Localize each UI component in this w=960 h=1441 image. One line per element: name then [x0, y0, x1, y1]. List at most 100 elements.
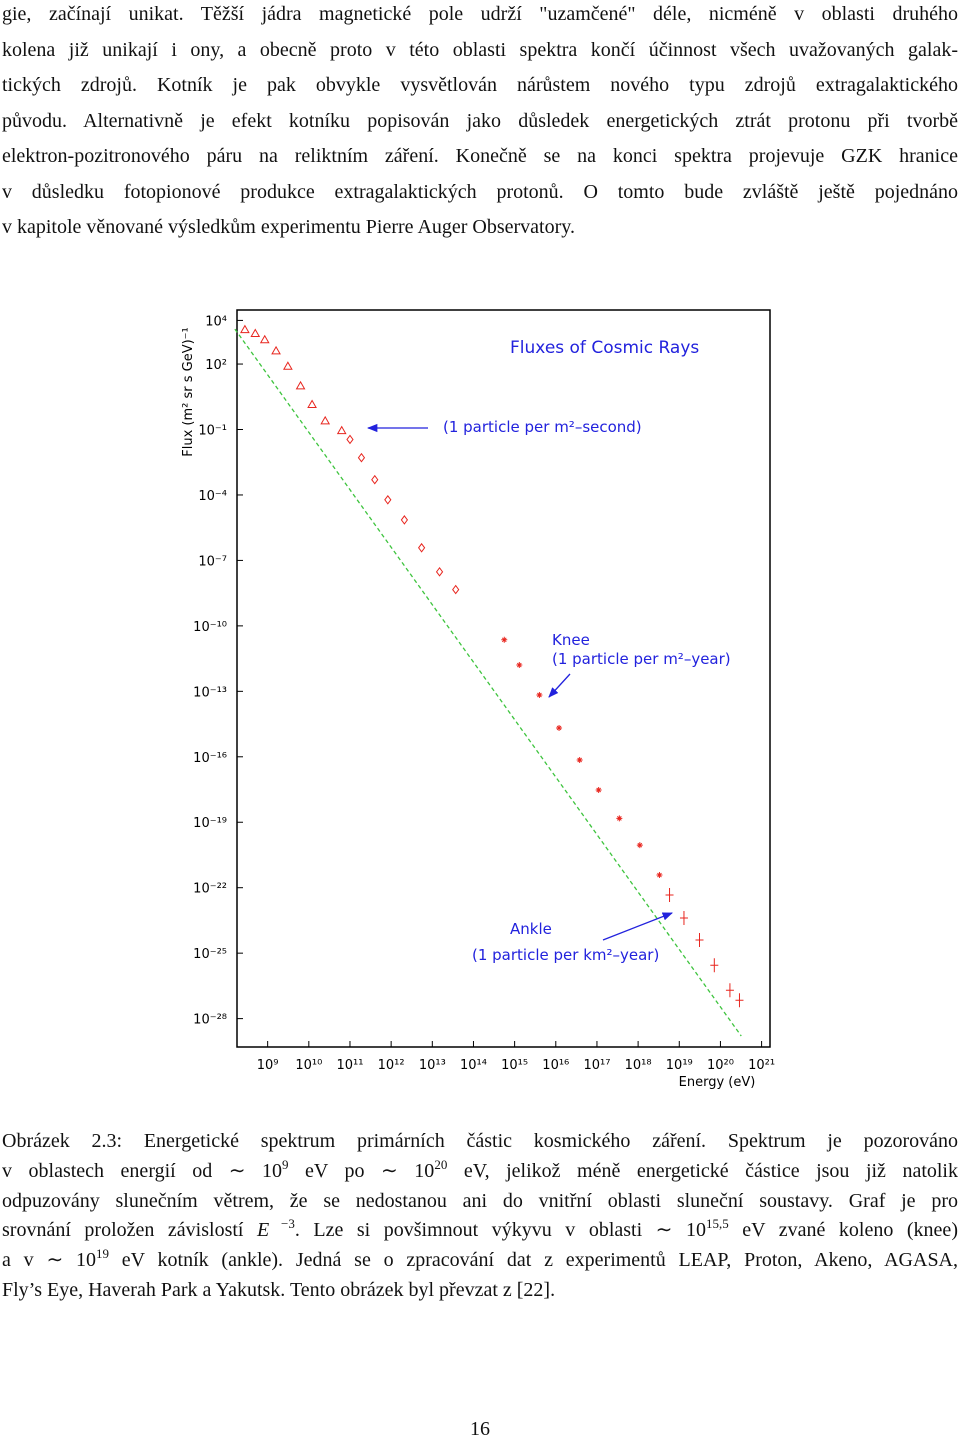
- data-point: [320, 415, 331, 425]
- data-point: [695, 933, 704, 948]
- caption-text: eV zvané koleno (knee): [728, 1219, 958, 1242]
- data-point: [384, 494, 392, 505]
- caption-line: Obrázek 2.3: Energetické spektrum primár…: [2, 1129, 958, 1153]
- data-point: [665, 888, 674, 903]
- data-point: [295, 380, 306, 390]
- data-point: [725, 983, 734, 998]
- data-point: [501, 636, 508, 643]
- data-point: [283, 361, 293, 370]
- y-tick-label: 10⁻¹⁰: [193, 620, 227, 635]
- data-point: [679, 910, 688, 925]
- data-point: [576, 757, 583, 764]
- data-point: [656, 872, 663, 879]
- y-tick-label: 10⁻²⁵: [193, 947, 227, 962]
- x-tick-label: 10¹⁴: [460, 1058, 487, 1073]
- text-line: v kapitole věnované výsledkům experiment…: [2, 216, 575, 238]
- arrow: [602, 912, 673, 941]
- text-line: gie, začínají unikat. Těžší jádra magnet…: [2, 3, 958, 25]
- caption-line: a v ∼ 1019 eV kotník (ankle). Jedná se o…: [2, 1248, 958, 1272]
- annotation: (1 particle per m²–second): [443, 418, 642, 436]
- caption-text: odpuzovány slunečním větrem, že se nedos…: [2, 1189, 958, 1212]
- caption-text: eV po ∼ 10: [288, 1159, 435, 1182]
- data-point: [452, 584, 460, 595]
- y-tick-label: 10⁴: [205, 314, 227, 329]
- data-point: [271, 345, 281, 355]
- caption-text: eV, jelikož méně energetické částice jso…: [447, 1159, 958, 1182]
- marks: [234, 324, 744, 1037]
- data-point: [346, 434, 354, 445]
- data-point: [435, 566, 444, 577]
- data-point: [710, 958, 719, 973]
- data-point: [516, 662, 523, 669]
- x-tick-label: 10²⁰: [707, 1058, 734, 1073]
- annotation: (1 particle per m²–year): [552, 650, 731, 668]
- y-tick-label: 10⁻¹³: [193, 685, 227, 700]
- data-point: [556, 724, 563, 731]
- x-tick-label: 10¹⁹: [666, 1058, 693, 1073]
- math-symbol: E: [257, 1219, 270, 1242]
- reference-line: [234, 328, 742, 1037]
- caption-text: a v ∼ 10: [2, 1249, 96, 1272]
- y-tick-label: 10⁻²²: [193, 882, 227, 897]
- x-axis-label: Energy (eV): [679, 1075, 756, 1090]
- text-line: kolena již unikají i ony, a obecně proto…: [2, 38, 958, 61]
- data-point: [595, 787, 602, 794]
- superscript: −3: [269, 1218, 295, 1232]
- y-tick-label: 10²: [205, 358, 227, 373]
- x-tick-label: 10²¹: [748, 1058, 775, 1073]
- y-tick-label: 10⁻¹⁹: [193, 816, 227, 831]
- y-tick-label: 10⁻⁴: [198, 489, 227, 504]
- caption-text: . Lze si povšimnout výkyvu v oblasti ∼ 1…: [294, 1219, 706, 1242]
- annotation: Knee: [552, 631, 590, 649]
- superscript: 9: [282, 1158, 289, 1172]
- x-tick-label: 10¹⁶: [542, 1058, 569, 1073]
- text-line: elektron-pozitronového páru na reliktním…: [2, 145, 958, 167]
- caption-text: eV kotník (ankle). Jedná se o zpracování…: [109, 1249, 958, 1272]
- data-point: [616, 815, 623, 822]
- x-tick-label: 10⁹: [257, 1058, 279, 1073]
- caption-line: srovnání proložen závislostí E −3. Lze s…: [2, 1218, 958, 1242]
- plot-frame: [236, 309, 771, 1048]
- data-point: [259, 334, 270, 344]
- x-tick-label: 10¹⁰: [295, 1058, 322, 1073]
- text-line: v důsledku fotopionové produkce extragal…: [2, 180, 958, 203]
- caption-line: v oblastech energií od ∼ 109 eV po ∼ 102…: [2, 1159, 958, 1183]
- x-tick-label: 10¹¹: [336, 1058, 363, 1073]
- caption-text: srovnání proložen závislostí: [2, 1219, 257, 1242]
- superscript: 20: [434, 1158, 448, 1172]
- caption-text: Fly’s Eye, Haverah Park a Yakutsk. Tento…: [2, 1279, 556, 1301]
- y-tick-label: 10⁻¹: [198, 424, 227, 439]
- superscript: 15,5: [705, 1218, 729, 1232]
- data-point: [357, 452, 366, 463]
- data-point: [250, 328, 261, 338]
- page-number: 16: [470, 1418, 490, 1440]
- x-tick-label: 10¹⁵: [501, 1058, 528, 1073]
- arrow: [548, 673, 571, 698]
- caption-text: v oblastech energií od ∼ 10: [2, 1159, 283, 1182]
- annotation: Ankle: [510, 920, 552, 938]
- data-point: [417, 542, 426, 553]
- text-line: původu. Alternativně je efekt kotníku po…: [2, 109, 958, 132]
- data-point: [371, 474, 379, 485]
- data-point: [336, 425, 347, 435]
- text-line: tických zdrojů. Kotník je pak obvykle vy…: [2, 74, 958, 96]
- y-axis-label: Flux (m² sr s GeV)⁻¹: [181, 327, 196, 457]
- x-tick-label: 10¹⁸: [625, 1058, 652, 1073]
- x-tick-label: 10¹²: [378, 1058, 405, 1073]
- data-point: [307, 399, 317, 408]
- annotation: (1 particle per km²–year): [472, 946, 659, 964]
- data-point: [735, 993, 744, 1008]
- figure: Fluxes of Cosmic Rays (1 particle per m²…: [181, 309, 775, 1090]
- chart-title: Fluxes of Cosmic Rays: [510, 338, 699, 358]
- caption-line: odpuzovány slunečním větrem, že se nedos…: [2, 1189, 958, 1213]
- data-point: [400, 515, 409, 525]
- caption-text: Obrázek 2.3: Energetické spektrum primár…: [2, 1130, 958, 1152]
- x-tick-label: 10¹³: [419, 1058, 446, 1073]
- data-point: [240, 324, 250, 334]
- caption-line: Fly’s Eye, Haverah Park a Yakutsk. Tento…: [2, 1278, 958, 1302]
- y-tick-label: 10⁻⁷: [198, 554, 227, 569]
- y-tick-label: 10⁻²⁸: [193, 1013, 227, 1028]
- x-tick-label: 10¹⁷: [583, 1058, 610, 1073]
